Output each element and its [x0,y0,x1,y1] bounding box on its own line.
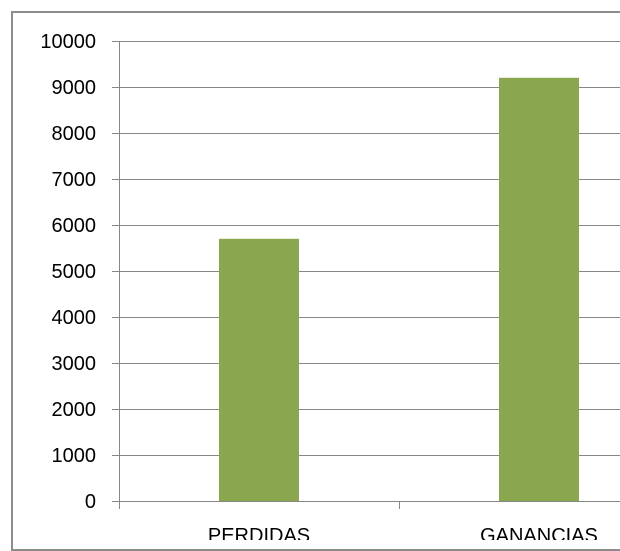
y-tick-label: 8000 [52,123,97,145]
labels: 0 1000 2000 3000 4000 5000 6000 7000 8000 9000 100… [40,31,598,540]
axes [112,41,620,509]
y-tick-label: 4000 [52,307,97,329]
x-category-label: PERDIDAS [208,525,310,540]
y-tick-label: 7000 [52,169,97,191]
y-tick-label: 6000 [52,215,97,237]
y-tick-label: 2000 [52,399,97,421]
y-tick-label: 0 [85,491,96,513]
y-tick-label: 3000 [52,353,97,375]
bar-ganancias [499,77,579,502]
y-tick-label: 1000 [52,445,97,467]
y-tick-label: 5000 [52,261,97,283]
x-category-label: GANANCIAS [480,525,598,540]
y-tick-label: 9000 [52,77,97,99]
y-tick-label: 10000 [40,31,96,53]
bar-perdidas [219,238,299,502]
bars [219,77,579,502]
